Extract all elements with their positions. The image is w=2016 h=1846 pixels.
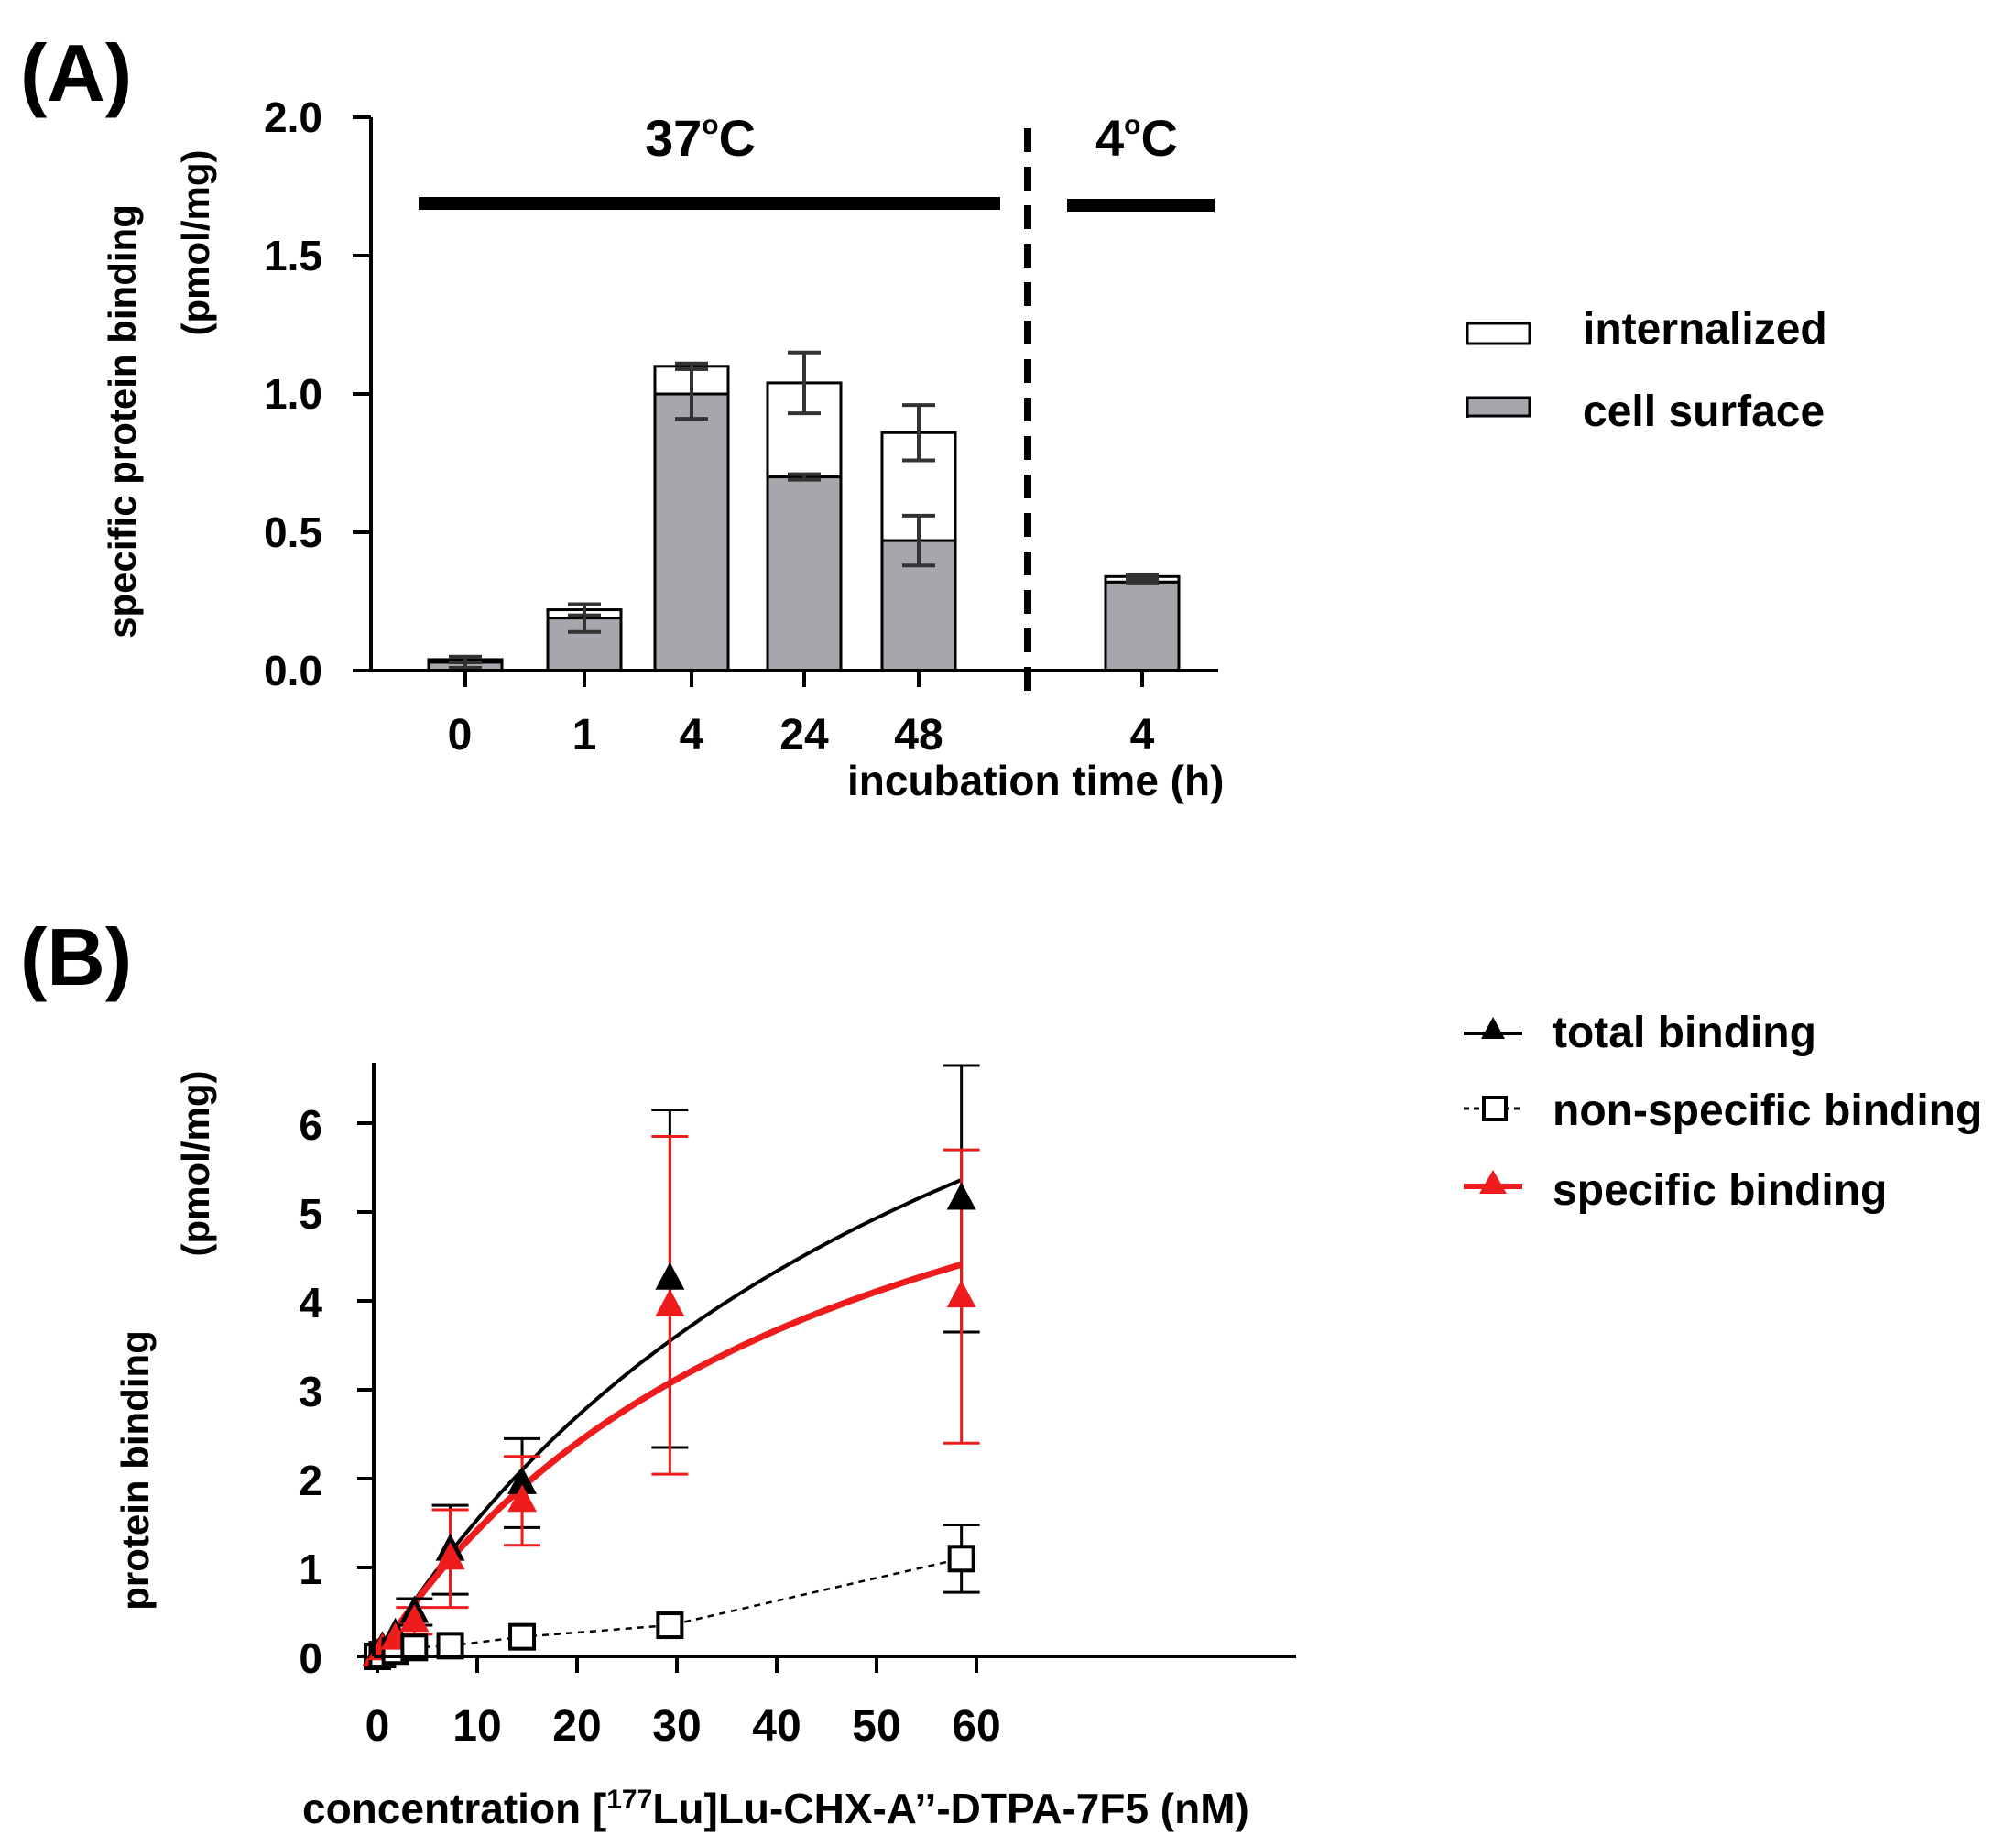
point-specific	[507, 1484, 538, 1513]
panel-b-x-tick-label: 50	[852, 1702, 900, 1751]
panel-a: (A) specific protein binding (pmol/mg) 0…	[20, 27, 1827, 804]
bar-cell-surface	[1104, 580, 1181, 672]
point-specific	[399, 1604, 430, 1633]
panel-b-y-ticks: 0 1 2 3 4 5 6	[299, 1101, 374, 1682]
point-non-specific	[656, 1611, 684, 1640]
panel-a-x-tick-label: 1	[572, 711, 597, 759]
panel-b-y-tick-label: 4	[299, 1279, 322, 1327]
error-bar	[902, 403, 935, 463]
panel-b-y-tick-label: 5	[299, 1190, 322, 1238]
panel-b-y-axis-label: protein binding	[114, 1330, 157, 1611]
temp-4c-label: 4oC	[1095, 109, 1178, 167]
panel-b: (B) protein binding (pmol/mg) 0 1 2 3 4 5 6 0 1…	[20, 912, 1982, 1832]
panel-b-y-tick-label: 6	[299, 1101, 322, 1149]
panel-a-y-tick-label: 2.0	[264, 93, 322, 141]
panel-a-y-axis-unit: (pmol/mg)	[174, 150, 217, 336]
panel-a-x-tick-label: 0	[448, 711, 473, 759]
legend-marker-total	[1481, 1017, 1505, 1039]
error-bar	[568, 602, 601, 617]
point-specific	[435, 1542, 465, 1570]
panel-b-x-tick-label: 40	[752, 1702, 801, 1751]
legend-label-internalized: internalized	[1583, 305, 1827, 354]
panel-b-y-tick-label: 1	[299, 1546, 322, 1593]
error-bar	[788, 350, 821, 416]
panel-a-y-tick-label: 1.0	[264, 370, 322, 418]
point-total	[655, 1262, 685, 1290]
error-bar	[788, 472, 821, 482]
panel-a-x-tick-label: 48	[894, 711, 943, 759]
panel-a-x-ticks: 0 1 4 24 48 4	[448, 671, 1155, 759]
legend-label-specific-binding: specific binding	[1553, 1166, 1887, 1215]
panel-a-x-tick-label: 24	[779, 711, 829, 759]
bar-cell-surface	[766, 475, 843, 672]
temp-37c-label: 37oC	[645, 109, 756, 167]
bar-cell-surface	[653, 392, 730, 672]
legend-label-total-binding: total binding	[1553, 1009, 1816, 1057]
error-bar	[449, 654, 482, 664]
panel-b-label: (B)	[20, 912, 132, 1002]
panel-a-y-ticks: 0.0 0.5 1.0 1.5 2.0	[264, 93, 371, 694]
panel-a-label: (A)	[20, 27, 132, 118]
point-specific	[655, 1288, 685, 1316]
point-total	[946, 1182, 976, 1210]
legend-swatch-internalized	[1466, 322, 1531, 345]
panel-a-y-tick-label: 1.5	[264, 232, 322, 279]
panel-b-x-tick-label: 60	[952, 1702, 1000, 1751]
panel-a-y-tick-label: 0.5	[264, 508, 322, 556]
panel-b-x-tick-label: 0	[365, 1702, 390, 1751]
point-specific	[946, 1280, 976, 1308]
panel-b-points	[363, 1182, 976, 1670]
panel-b-x-tick-label: 10	[452, 1702, 501, 1751]
error-bar	[902, 513, 935, 568]
legend-marker-non-specific	[1482, 1096, 1508, 1121]
panel-b-error-bars	[396, 1064, 980, 1636]
point-total	[507, 1466, 538, 1494]
panel-a-legend: internalized cell surface	[1466, 305, 1827, 436]
panel-a-y-axis-label: specific protein binding	[101, 204, 144, 639]
panel-a-y-tick-label: 0.0	[264, 647, 322, 694]
panel-b-x-ticks: 0 10 20 30 40 50 60	[365, 1656, 1001, 1751]
panel-b-x-axis-label: concentration [177Lu]Lu-CHX-A’’-DTPA-7F5…	[302, 1785, 1249, 1832]
panel-b-legend: total binding non-specific binding speci…	[1464, 1009, 1982, 1215]
point-non-specific	[436, 1632, 464, 1660]
panel-b-y-axis-unit: (pmol/mg)	[174, 1071, 217, 1257]
panel-a-error-bars	[449, 350, 1159, 670]
panel-b-y-tick-label: 0	[299, 1634, 322, 1682]
panel-a-x-axis-label: incubation time (h)	[847, 757, 1224, 804]
error-bar	[1126, 578, 1159, 585]
panel-a-x-tick-label: 4	[1130, 711, 1155, 759]
error-bar	[675, 361, 708, 371]
legend-label-non-specific-binding: non-specific binding	[1553, 1087, 1982, 1135]
panel-a-x-tick-label: 4	[680, 711, 704, 759]
panel-b-x-tick-label: 20	[552, 1702, 601, 1751]
panel-b-y-tick-label: 2	[299, 1457, 322, 1504]
point-non-specific	[508, 1622, 537, 1651]
panel-b-y-tick-label: 3	[299, 1368, 322, 1415]
legend-label-cell-surface: cell surface	[1583, 388, 1825, 436]
error-bar	[1126, 573, 1159, 580]
legend-marker-specific	[1479, 1170, 1507, 1194]
point-non-specific	[947, 1545, 975, 1573]
legend-swatch-cell-surface	[1466, 396, 1531, 418]
panel-b-x-tick-label: 30	[652, 1702, 701, 1751]
